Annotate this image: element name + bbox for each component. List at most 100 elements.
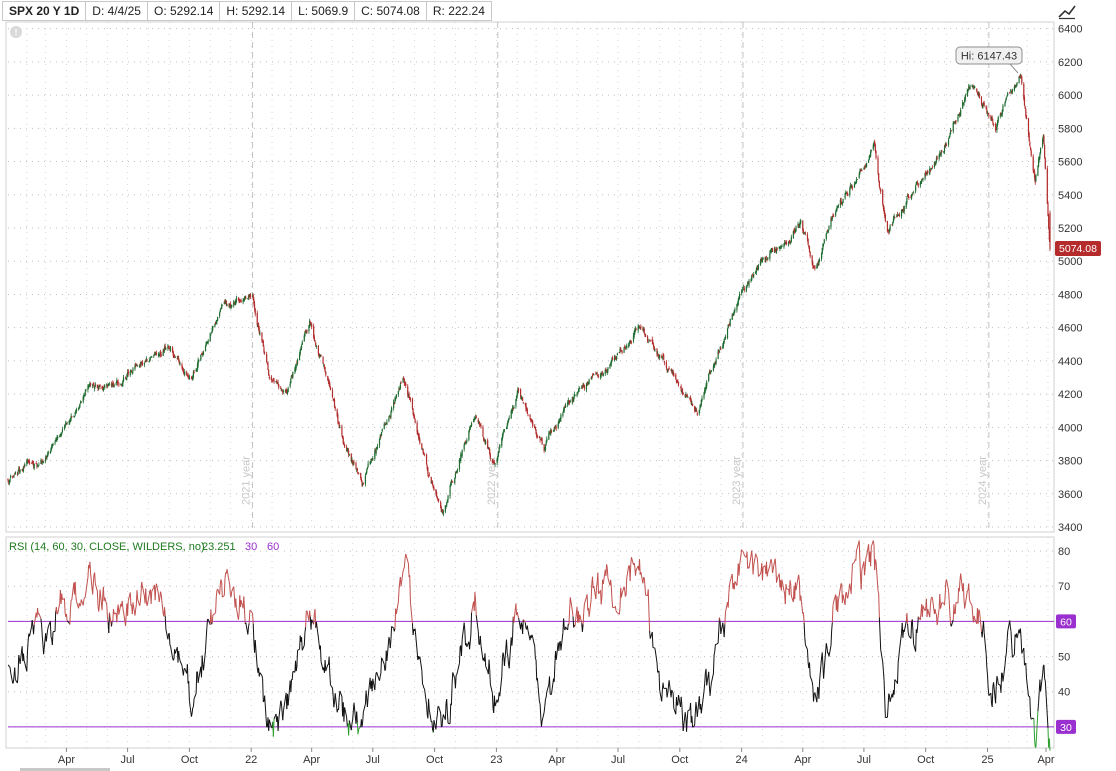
candle-body bbox=[727, 324, 729, 329]
candle-body bbox=[587, 383, 589, 385]
candle-body bbox=[858, 174, 860, 178]
candle-body bbox=[380, 432, 383, 437]
candle-body bbox=[833, 216, 835, 218]
candle-body bbox=[826, 231, 828, 234]
rsi-segment bbox=[469, 642, 471, 650]
rsi-segment bbox=[865, 555, 868, 558]
candle-body bbox=[653, 346, 655, 349]
candle-body bbox=[818, 261, 820, 266]
candle-body bbox=[902, 209, 904, 212]
time-tick-label: Apr bbox=[1037, 754, 1054, 766]
candle-body bbox=[111, 383, 113, 387]
candle-body bbox=[323, 364, 325, 366]
candle-body bbox=[1047, 203, 1049, 216]
rsi-segment bbox=[272, 719, 275, 737]
rsi-segment bbox=[906, 613, 909, 624]
rsi-segment bbox=[220, 579, 223, 582]
candle-body bbox=[405, 383, 407, 386]
candle-body bbox=[825, 233, 827, 239]
candle-body bbox=[714, 362, 717, 365]
candle-body bbox=[337, 414, 339, 422]
candle-body bbox=[813, 267, 815, 268]
candle-body bbox=[786, 242, 788, 244]
price-tick-label: 3600 bbox=[1058, 489, 1082, 501]
open-readout: O: 5292.14 bbox=[147, 1, 221, 21]
candle-body bbox=[165, 348, 167, 350]
candle-body bbox=[417, 433, 420, 437]
candle-body bbox=[137, 365, 139, 367]
candle-body bbox=[468, 430, 470, 440]
candle-body bbox=[501, 434, 504, 439]
candle-body bbox=[682, 393, 684, 395]
candle-body bbox=[362, 483, 364, 485]
candle-body bbox=[436, 492, 438, 497]
rsi-segment bbox=[888, 693, 890, 696]
rsi-segment bbox=[489, 684, 493, 694]
candle-body bbox=[668, 368, 670, 370]
candle-body bbox=[371, 459, 373, 461]
candle-body bbox=[1025, 109, 1027, 116]
candle-body bbox=[765, 257, 768, 259]
candle-body bbox=[309, 322, 311, 325]
candle-body bbox=[379, 435, 381, 440]
candle-body bbox=[450, 482, 452, 486]
info-icon[interactable]: ! bbox=[10, 26, 22, 38]
candle-body bbox=[784, 242, 786, 244]
candle-body bbox=[303, 335, 305, 342]
rsi-segment bbox=[108, 612, 112, 627]
candle-body bbox=[343, 444, 346, 448]
candle-body bbox=[435, 489, 437, 494]
price-pane[interactable] bbox=[5, 21, 1055, 533]
candle-body bbox=[41, 460, 43, 464]
rsi-segment bbox=[816, 687, 819, 703]
rsi-segment bbox=[902, 629, 905, 638]
candle-body bbox=[149, 358, 152, 360]
rsi-segment bbox=[714, 644, 716, 652]
candle-body bbox=[463, 445, 465, 450]
candle-body bbox=[632, 335, 635, 342]
drawing-tool-icon[interactable] bbox=[1057, 2, 1077, 20]
candle-body bbox=[966, 89, 968, 96]
rsi-segment bbox=[759, 571, 762, 575]
rsi-pane[interactable] bbox=[5, 536, 1055, 749]
candle-body bbox=[997, 117, 999, 121]
candle-body bbox=[893, 215, 895, 219]
rsi-segment bbox=[221, 581, 223, 598]
candle-body bbox=[960, 109, 962, 116]
rsi-segment bbox=[531, 634, 534, 638]
candle-body bbox=[285, 389, 287, 393]
rsi-segment bbox=[802, 612, 805, 623]
candle-body bbox=[79, 404, 81, 408]
rsi-segment bbox=[971, 605, 974, 616]
rsi-segment bbox=[809, 675, 813, 682]
rsi-segment bbox=[277, 719, 280, 731]
candle-body bbox=[417, 431, 419, 435]
candle-body bbox=[553, 428, 555, 432]
rsi-segment bbox=[516, 611, 519, 616]
candle-body bbox=[963, 103, 965, 105]
rsi-segment bbox=[419, 656, 423, 671]
candle-body bbox=[333, 399, 336, 407]
candle-body bbox=[624, 347, 627, 349]
candle-body bbox=[465, 442, 467, 444]
symbol-label[interactable]: SPX 20 Y 1D bbox=[2, 1, 87, 21]
rsi-segment bbox=[301, 645, 305, 651]
candle-body bbox=[144, 360, 146, 362]
candle-body bbox=[375, 449, 377, 454]
candle-body bbox=[399, 389, 401, 390]
rsi-segment bbox=[507, 656, 510, 665]
candle-body bbox=[320, 354, 322, 357]
horizontal-scrollbar[interactable] bbox=[20, 768, 110, 771]
rsi-segment bbox=[324, 660, 327, 672]
candle-body bbox=[991, 117, 993, 121]
rsi-segment bbox=[879, 632, 882, 650]
rsi-segment bbox=[567, 623, 569, 631]
candle-body bbox=[700, 405, 702, 408]
rsi-segment bbox=[261, 675, 264, 679]
candle-body bbox=[761, 258, 764, 262]
rsi-segment bbox=[150, 591, 153, 604]
candle-body bbox=[300, 348, 302, 350]
candle-body bbox=[292, 371, 294, 378]
candle-body bbox=[1028, 133, 1030, 142]
